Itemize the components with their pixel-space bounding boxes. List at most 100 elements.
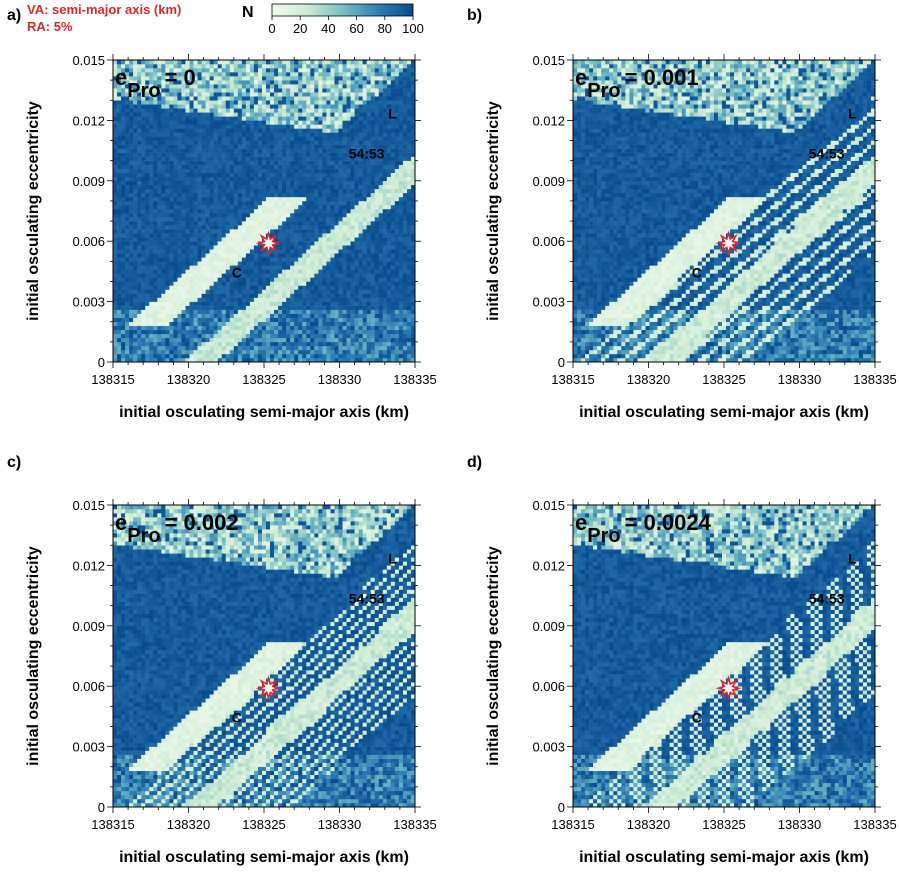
heatmap-cell (177, 229, 181, 233)
heatmap-cell (157, 241, 161, 245)
heatmap-cell (206, 112, 210, 116)
heatmap-cell (210, 116, 214, 120)
heatmap-cell (218, 132, 222, 136)
heatmap-cell (230, 201, 234, 205)
heatmap-cell (198, 141, 202, 145)
heatmap-cell (145, 290, 149, 294)
heatmap-cell (157, 104, 161, 108)
heatmap-cell (133, 221, 137, 225)
heatmap-cell (222, 157, 226, 161)
heatmap-cell (173, 205, 177, 209)
heatmap-cell (202, 257, 206, 261)
heatmap-cell (206, 128, 210, 132)
heatmap-cell (198, 185, 202, 189)
heatmap-cell (198, 233, 202, 237)
heatmap-cell (222, 76, 226, 80)
heatmap-cell (149, 354, 153, 358)
heatmap-cell (149, 72, 153, 76)
heatmap-cell (198, 221, 202, 225)
heatmap-cell (206, 290, 210, 294)
heatmap-cell (125, 197, 129, 201)
heatmap-cell (141, 161, 145, 165)
heatmap-cell (234, 326, 238, 330)
heatmap-cell (210, 330, 214, 334)
heatmap-cell (169, 338, 173, 342)
heatmap-cell (218, 322, 222, 326)
heatmap-cell (234, 149, 238, 153)
heatmap-cell (125, 132, 129, 136)
heatmap-cell (141, 273, 145, 277)
heatmap-cell (190, 245, 194, 249)
heatmap-cell (145, 124, 149, 128)
heatmap-cell (185, 108, 189, 112)
heatmap-cell (129, 68, 133, 72)
heatmap-cell (202, 338, 206, 342)
heatmap-cell (157, 265, 161, 269)
heatmap-cell (210, 314, 214, 318)
heatmap-cell (113, 213, 117, 217)
heatmap-cell (137, 145, 141, 149)
heatmap-cell (161, 137, 165, 141)
heatmap-cell (113, 201, 117, 205)
heatmap-cell (165, 124, 169, 128)
heatmap-cell (218, 100, 222, 104)
heatmap-cell (165, 281, 169, 285)
heatmap-cell (113, 302, 117, 306)
heatmap-cell (194, 350, 198, 354)
heatmap-cell (206, 261, 210, 265)
heatmap-cell (190, 173, 194, 177)
heatmap-cell (145, 245, 149, 249)
heatmap-cell (169, 290, 173, 294)
heatmap-cell (190, 145, 194, 149)
heatmap-cell (153, 265, 157, 269)
heatmap-cell (113, 237, 117, 241)
heatmap-cell (113, 322, 117, 326)
heatmap-cell (226, 298, 230, 302)
heatmap-cell (177, 298, 181, 302)
heatmap-cell (165, 193, 169, 197)
heatmap-cell (198, 64, 202, 68)
heatmap-cell (206, 185, 210, 189)
heatmap-cell (210, 104, 214, 108)
heatmap-cell (121, 205, 125, 209)
heatmap-cell (190, 277, 194, 281)
heatmap-cell (194, 294, 198, 298)
heatmap-cell (202, 306, 206, 310)
heatmap-cell (202, 157, 206, 161)
heatmap-cell (157, 318, 161, 322)
heatmap-cell (214, 205, 218, 209)
heatmap-cell (230, 334, 234, 338)
heatmap-cell (230, 177, 234, 181)
heatmap-cell (206, 326, 210, 330)
heatmap-cell (125, 334, 129, 338)
heatmap-cell (133, 318, 137, 322)
heatmap-cell (173, 273, 177, 277)
heatmap-cell (202, 64, 206, 68)
heatmap-cell (137, 338, 141, 342)
heatmap-cell (129, 285, 133, 289)
heatmap-cell (145, 132, 149, 136)
heatmap-cell (222, 257, 226, 261)
heatmap-cell (190, 112, 194, 116)
heatmap-cell (210, 310, 214, 314)
heatmap-cell (177, 108, 181, 112)
heatmap-cell (226, 269, 230, 273)
heatmap-cell (121, 302, 125, 306)
heatmap-cell (190, 326, 194, 330)
heatmap-cell (165, 104, 169, 108)
heatmap-cell (198, 229, 202, 233)
heatmap-cell (125, 213, 129, 217)
heatmap-cell (218, 189, 222, 193)
heatmap-cell (222, 322, 226, 326)
heatmap-cell (214, 161, 218, 165)
heatmap-cell (181, 241, 185, 245)
heatmap-cell (133, 265, 137, 269)
heatmap-cell (113, 249, 117, 253)
heatmap-cell (137, 120, 141, 124)
heatmap-cell (190, 128, 194, 132)
heatmap-cell (202, 326, 206, 330)
heatmap-cell (161, 298, 165, 302)
heatmap-cell (194, 314, 198, 318)
heatmap-cell (214, 112, 218, 116)
heatmap-cell (133, 213, 137, 217)
